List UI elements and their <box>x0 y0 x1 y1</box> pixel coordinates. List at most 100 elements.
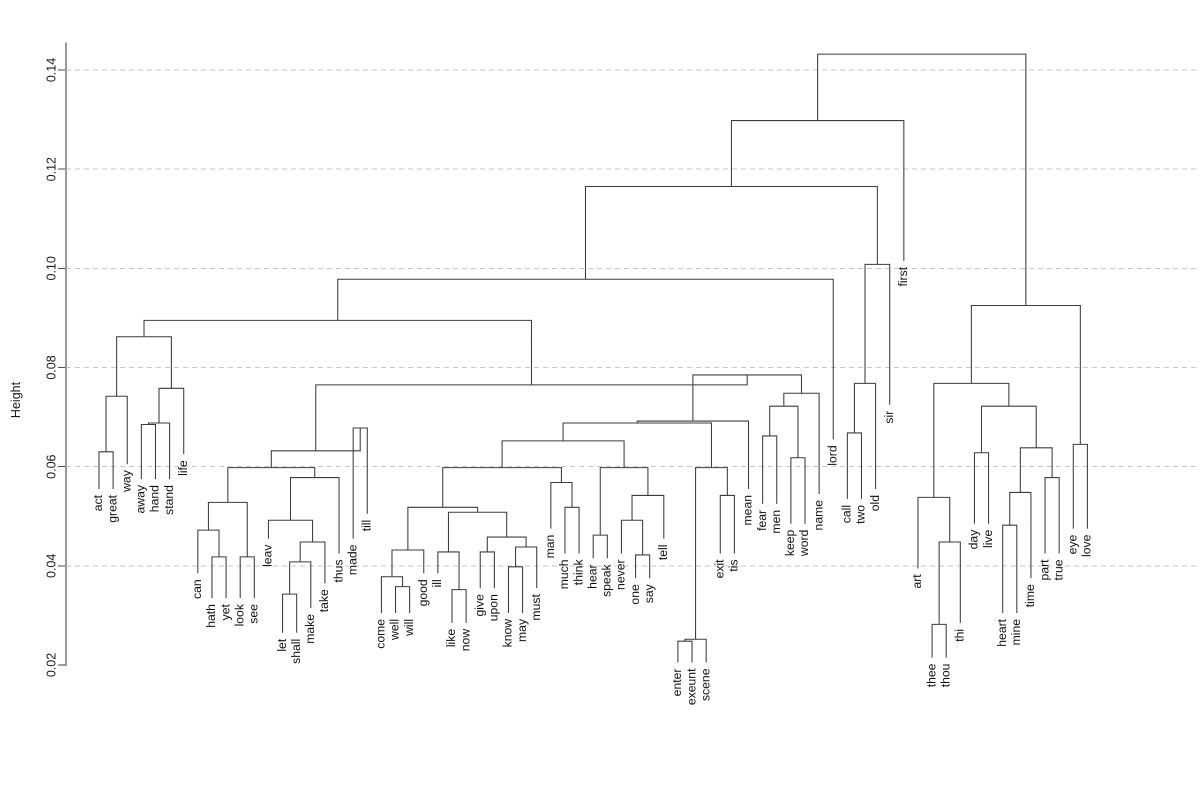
y-axis-tick-label: 0.10 <box>44 256 58 280</box>
y-axis-tick-label: 0.02 <box>44 653 58 677</box>
branch-link <box>917 496 951 569</box>
branch-link <box>239 556 255 599</box>
leaf-label: thee <box>924 663 938 687</box>
branch-link <box>562 422 712 468</box>
branch-link <box>933 382 1010 498</box>
branch-link <box>635 554 651 579</box>
branch-link <box>970 304 1081 445</box>
leaf-label: thou <box>938 664 952 688</box>
branch-link <box>631 494 665 539</box>
leaf-label: true <box>1051 559 1065 580</box>
branch-link <box>394 586 411 613</box>
leaf-label: man <box>543 535 557 559</box>
leaf-label: enter <box>670 669 684 697</box>
leaf-label: mine <box>1009 619 1023 646</box>
leaf-label: much <box>557 559 571 589</box>
branch-link <box>105 395 128 465</box>
leaf-label: shall <box>289 639 303 664</box>
branch-link <box>207 501 248 557</box>
branch-link <box>299 541 326 584</box>
branch-link <box>695 467 728 640</box>
leaf-label: men <box>769 510 783 534</box>
leaf-label: hear <box>585 564 599 588</box>
leaf-label: great <box>105 494 119 522</box>
leaf-label: heart <box>995 618 1009 646</box>
branch-link <box>447 511 508 552</box>
leaf-label: will <box>402 619 416 637</box>
branch-link <box>116 336 172 397</box>
branch-link <box>197 529 220 574</box>
leaf-label: take <box>317 589 331 612</box>
leaf-label: speak <box>600 563 614 596</box>
y-axis-tick-label: 0.08 <box>44 355 58 379</box>
branch-link <box>790 457 806 524</box>
branch-link <box>515 546 538 589</box>
leaf-label: till <box>359 520 373 532</box>
branch-link <box>391 549 425 577</box>
leaf-label: ill <box>430 579 444 587</box>
branch-link <box>143 319 532 385</box>
y-axis-title: Height <box>9 381 23 418</box>
leaf-label: say <box>642 583 656 603</box>
branch-link <box>973 452 990 524</box>
leaf-label: well <box>388 619 402 641</box>
leaf-label: exeunt <box>684 668 698 705</box>
branch-link <box>282 593 298 633</box>
y-axis-tick-label: 0.06 <box>44 454 58 478</box>
leaf-label: hand <box>148 485 162 512</box>
y-axis <box>58 42 68 667</box>
branch-link <box>315 374 748 451</box>
branch-link <box>864 263 891 405</box>
leaf-label: make <box>303 614 317 644</box>
branch-link <box>853 382 877 489</box>
leaf-label: thi <box>953 629 967 642</box>
leaf-label: sir <box>882 411 896 424</box>
branch-link <box>140 423 157 480</box>
branch-link <box>564 506 580 554</box>
dendrogram-branches <box>98 53 1088 663</box>
leaf-label: never <box>614 559 628 590</box>
branch-link <box>486 536 527 552</box>
branch-link <box>98 451 114 489</box>
leaf-label: see <box>247 604 261 624</box>
branch-link <box>1019 447 1053 493</box>
branch-link <box>599 467 649 536</box>
branch-link <box>479 551 495 589</box>
leaf-label: may <box>515 618 529 642</box>
leaf-label: lord <box>825 445 839 465</box>
leaf-label: stand <box>162 485 176 515</box>
branch-link <box>730 120 905 261</box>
branch-link <box>636 420 750 489</box>
leaf-label: old <box>868 495 882 511</box>
branch-link <box>407 506 479 550</box>
branch-link <box>501 440 625 468</box>
leaf-label: like <box>444 629 458 648</box>
leaf-label: call <box>840 505 854 523</box>
branch-link <box>1002 524 1018 613</box>
leaf-label: exit <box>712 559 726 579</box>
branch-link <box>931 623 947 658</box>
leaf-label: yet <box>218 603 232 620</box>
y-axis-tick-label: 0.04 <box>44 554 58 578</box>
branch-link <box>980 405 1037 453</box>
leaf-label: live <box>981 529 995 548</box>
leaf-label: look <box>232 603 246 626</box>
branch-link <box>762 435 778 504</box>
leaf-label: come <box>374 619 388 649</box>
leaf-label: first <box>896 266 910 286</box>
branch-link <box>783 392 820 494</box>
leaf-label: think <box>571 559 585 586</box>
y-axis-tick-label: 0.14 <box>44 58 58 82</box>
branch-link <box>227 467 316 503</box>
leaf-label: made <box>345 544 359 575</box>
leaf-label: tis <box>727 559 741 571</box>
branch-link <box>451 589 467 623</box>
leaf-label: leav <box>261 544 275 567</box>
branch-link <box>380 576 404 613</box>
leaf-label: can <box>190 579 204 599</box>
branch-link <box>846 432 863 499</box>
leaf-label: act <box>91 494 105 511</box>
leaf-label: mean <box>741 495 755 525</box>
branch-link <box>211 556 227 599</box>
